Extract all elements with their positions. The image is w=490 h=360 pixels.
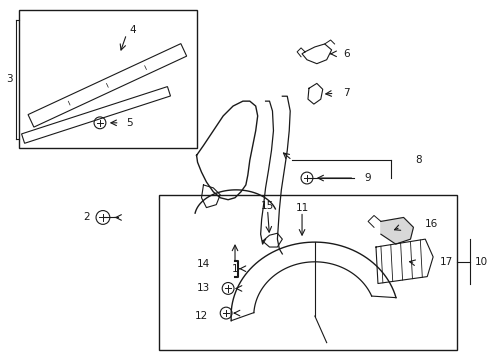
Text: 9: 9: [364, 173, 371, 183]
Text: 5: 5: [126, 118, 133, 128]
Polygon shape: [381, 217, 414, 244]
Text: 3: 3: [6, 75, 13, 85]
Text: 6: 6: [343, 49, 350, 59]
Text: 17: 17: [440, 257, 453, 267]
Bar: [159, 195, 457, 350]
Text: 7: 7: [343, 88, 350, 98]
Text: 16: 16: [425, 219, 439, 229]
Text: 15: 15: [261, 201, 274, 211]
Text: 1: 1: [232, 264, 238, 274]
Text: 11: 11: [295, 203, 309, 213]
Text: 4: 4: [129, 25, 136, 35]
Text: 12: 12: [195, 311, 208, 321]
Bar: [19, 10, 196, 148]
Text: 8: 8: [416, 155, 422, 165]
Text: 14: 14: [197, 259, 210, 269]
Text: 13: 13: [197, 283, 210, 293]
Text: 2: 2: [83, 212, 90, 222]
Text: 10: 10: [474, 257, 488, 267]
